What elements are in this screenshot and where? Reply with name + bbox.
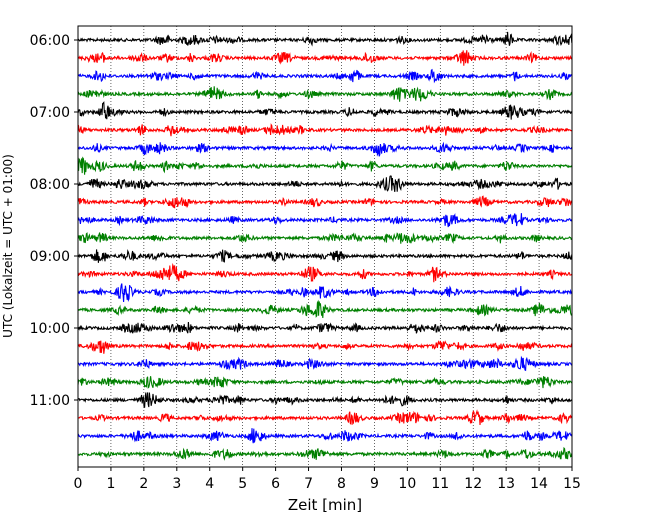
trace-line [77, 50, 573, 66]
x-tick-label: 5 [238, 476, 247, 492]
trace-line [77, 409, 573, 426]
trace-line [77, 156, 573, 175]
x-tick-label: 11 [431, 476, 449, 492]
x-tick-label: 9 [370, 476, 379, 492]
y-axis-label: UTC (Lokalzeit = UTC + 01:00) [1, 154, 15, 338]
trace-line [77, 248, 573, 263]
x-tick-label: 13 [497, 476, 515, 492]
x-tick-label: 7 [304, 476, 313, 492]
trace-line [77, 283, 573, 303]
y-tick-label: 07:00 [30, 105, 70, 121]
trace-line [77, 340, 573, 354]
trace-line [77, 321, 572, 334]
x-tick-label: 0 [74, 476, 83, 492]
trace-line [77, 262, 573, 283]
trace-line [77, 213, 573, 228]
trace-line [77, 392, 573, 408]
x-tick-label: 12 [464, 476, 482, 492]
plot-frame [77, 25, 573, 468]
y-axis: 06:00 07:00 08:00 09:00 10:00 11:00 [30, 33, 78, 409]
trace-line [77, 299, 573, 318]
trace-line [77, 141, 573, 157]
trace-line [77, 68, 572, 84]
y-tick-label: 08:00 [30, 177, 70, 193]
x-axis: 0 1 2 3 4 5 6 7 8 9 10 11 12 13 14 15 [74, 467, 581, 492]
x-tick-label: 8 [337, 476, 346, 492]
trace-line [77, 101, 573, 120]
y-tick-label: 06:00 [30, 33, 70, 49]
trace-line [77, 355, 573, 372]
trace-line [77, 428, 573, 444]
trace-line [77, 31, 573, 47]
x-tick-label: 2 [139, 476, 148, 492]
trace-line [77, 376, 573, 389]
x-tick-label: 10 [398, 476, 416, 492]
x-tick-label: 14 [530, 476, 548, 492]
x-tick-label: 15 [563, 476, 581, 492]
trace-line [77, 446, 573, 461]
x-tick-label: 4 [205, 476, 214, 492]
y-tick-label: 09:00 [30, 249, 70, 265]
y-tick-label: 11:00 [30, 393, 70, 409]
x-tick-label: 6 [271, 476, 280, 492]
trace-line [77, 195, 573, 209]
trace-line [77, 175, 573, 192]
seismic-traces [77, 31, 573, 461]
trace-line [77, 123, 573, 137]
trace-line [77, 86, 573, 102]
x-tick-label: 1 [106, 476, 115, 492]
trace-line [77, 232, 573, 245]
x-tick-label: 3 [172, 476, 181, 492]
y-tick-label: 10:00 [30, 321, 70, 337]
x-axis-label: Zeit [min] [288, 496, 362, 514]
